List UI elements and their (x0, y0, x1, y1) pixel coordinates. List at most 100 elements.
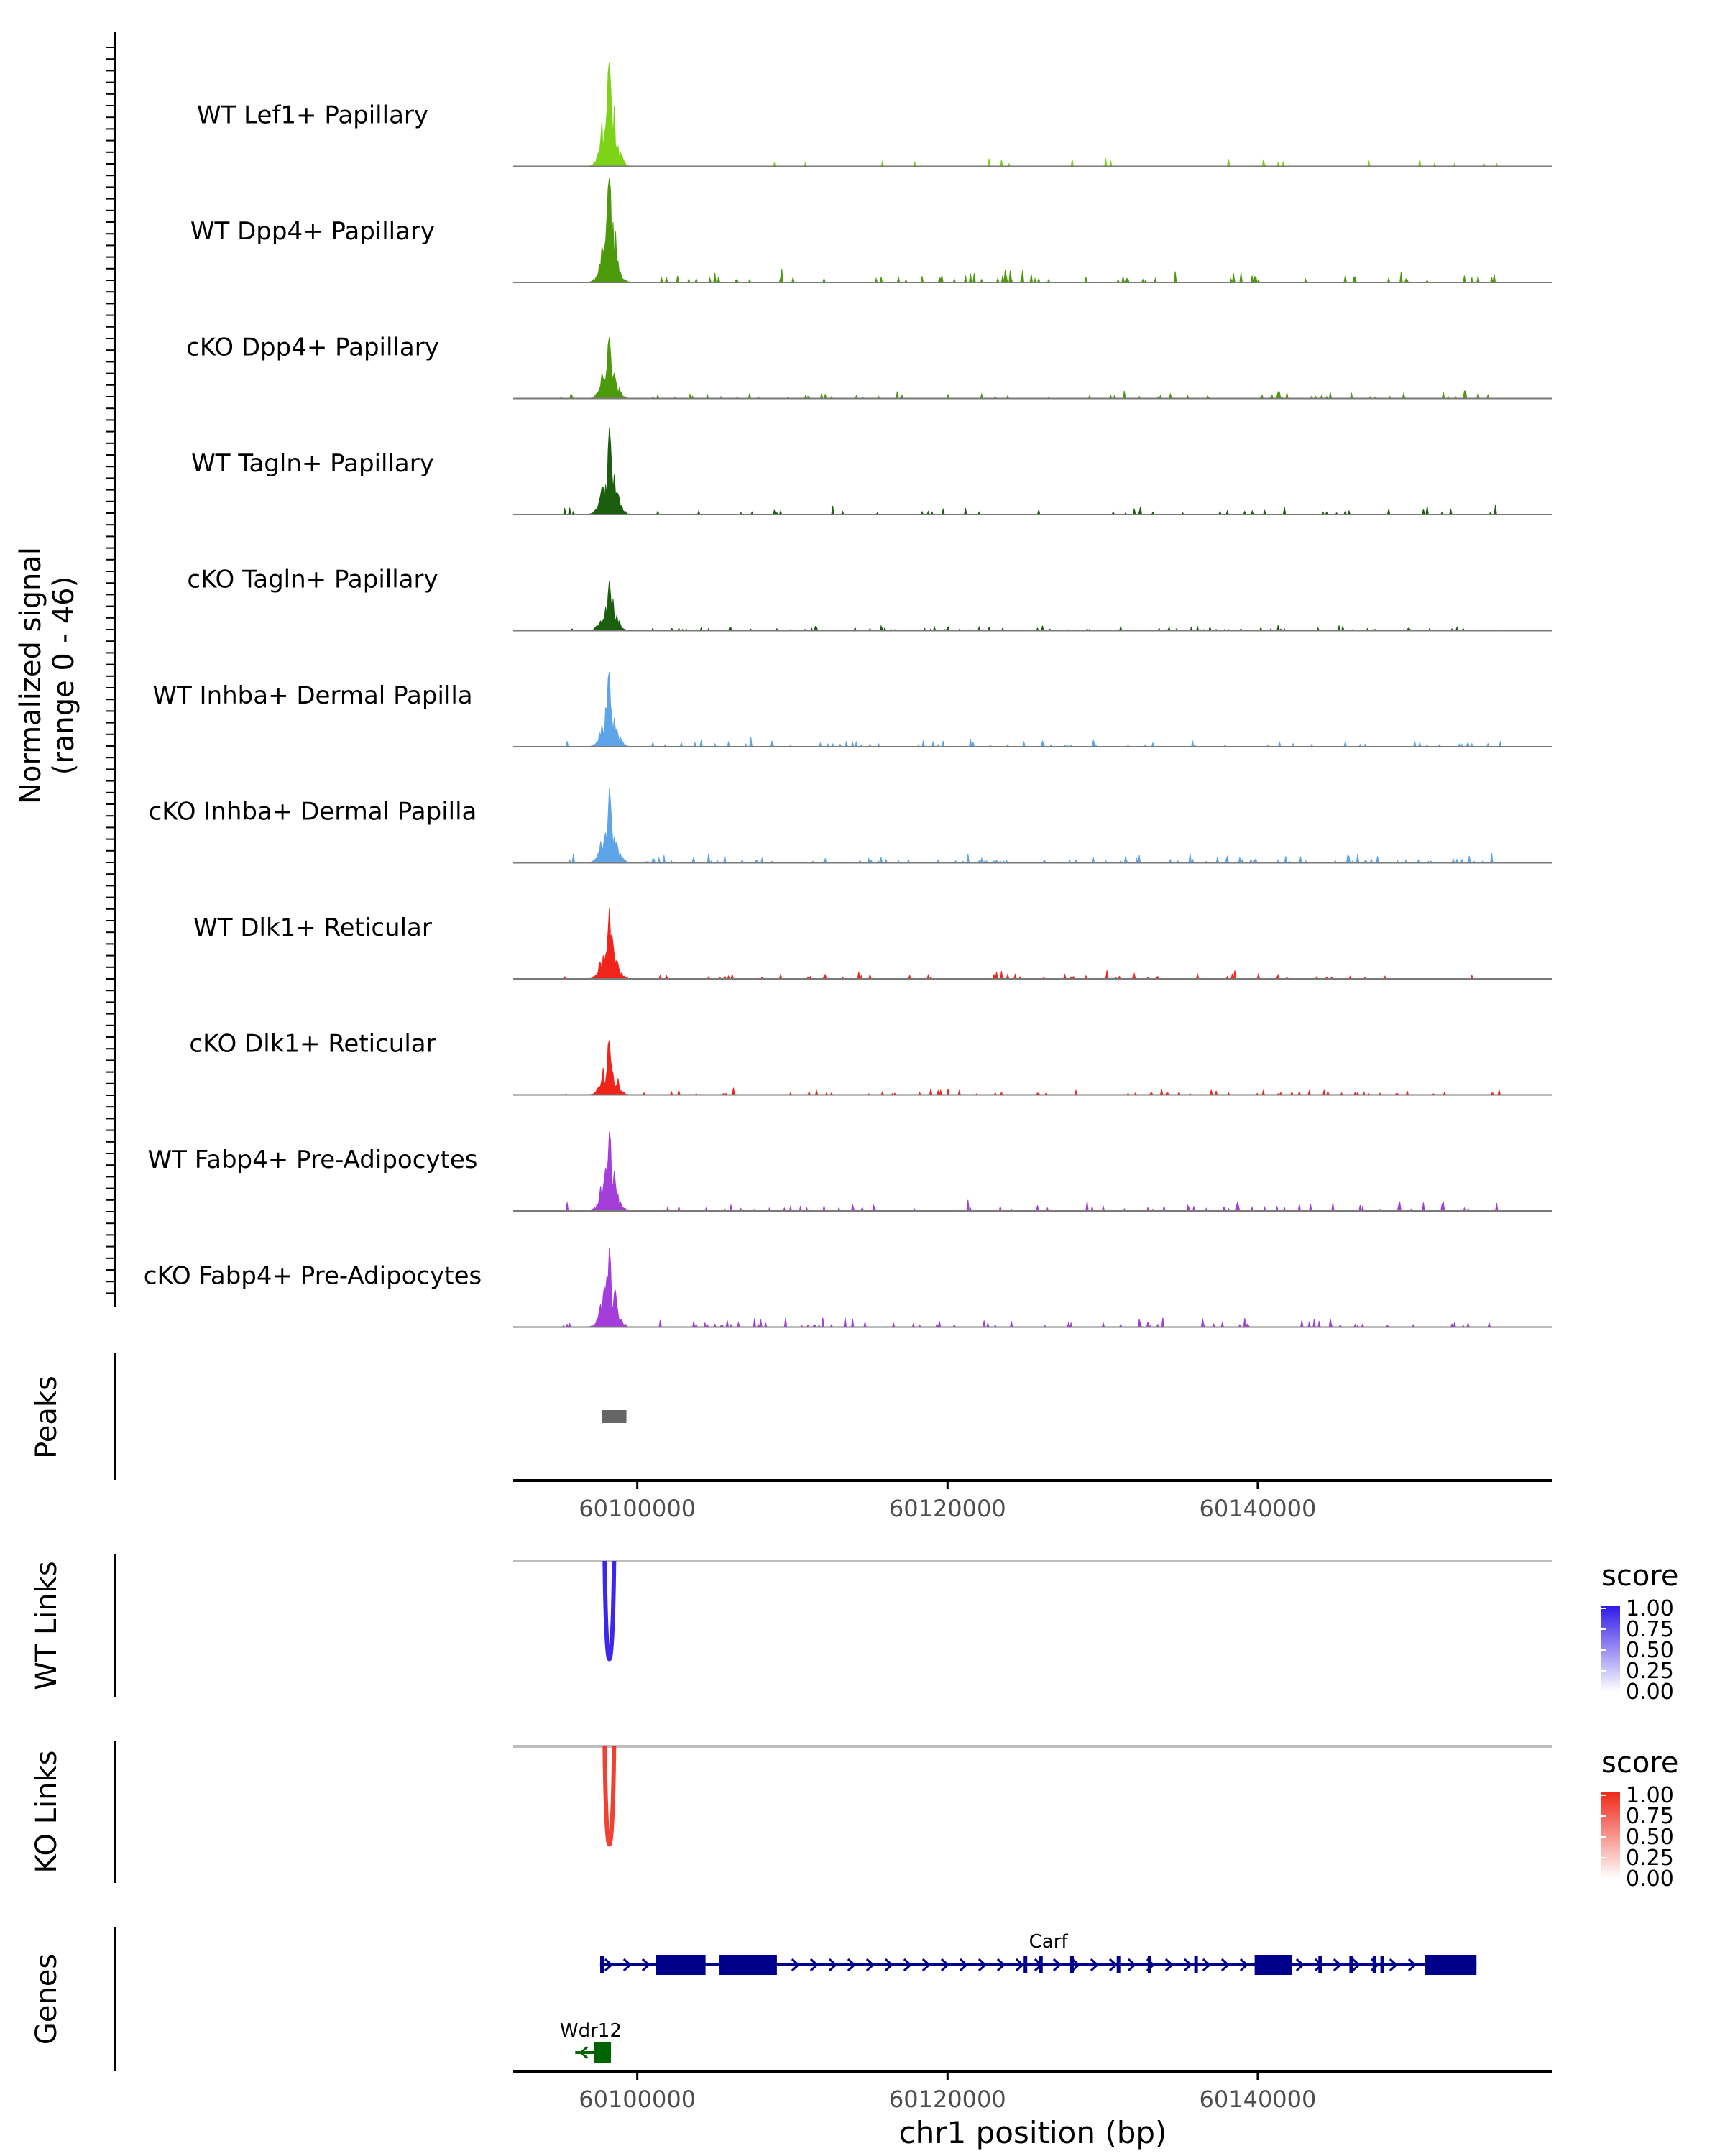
gene-exon (1254, 1955, 1292, 1975)
coverage-track: WT Fabp4+ Pre-Adipocytes (148, 1131, 1552, 1212)
gene-name-label: Carf (1029, 1931, 1069, 1953)
x-tick-label: 60120000 (889, 2086, 1006, 2113)
track-label: cKO Dlk1+ Reticular (189, 1030, 436, 1059)
coverage-y-label-line2: (range 0 - 46) (47, 576, 80, 775)
strand-arrow (1183, 1958, 1193, 1972)
legend-colorbar (1601, 1606, 1620, 1692)
ko-legend-colorbar: 1.000.750.500.250.00 (1601, 1783, 1674, 1892)
coverage-area (553, 671, 1501, 748)
strand-arrow (1351, 1958, 1361, 1972)
strand-arrow (884, 1958, 894, 1972)
coverage-panel: Normalized signal (range 0 - 46) WT Lef1… (14, 32, 1552, 1329)
legend-tick-label: 0.50 (1626, 1638, 1674, 1663)
strand-arrow (903, 1958, 913, 1972)
coverage-area (553, 1040, 1501, 1097)
strand-arrow (828, 1958, 838, 1972)
strand-arrow (1146, 1958, 1156, 1972)
strand-arrow (641, 1958, 651, 1972)
wt-legend-title: score (1601, 1560, 1678, 1593)
track-label: WT Tagln+ Papillary (191, 449, 434, 478)
gene-exon (656, 1955, 706, 1975)
coverage-area (553, 428, 1501, 516)
gene-small-exon (1147, 1956, 1151, 1973)
legend-tick-label: 0.00 (1626, 1866, 1674, 1892)
gene-exon (594, 2042, 611, 2063)
strand-arrow (865, 1958, 875, 1972)
x-tick-label: 60140000 (1200, 2086, 1317, 2113)
strand-arrow (1202, 1958, 1212, 1972)
link-arc (602, 1560, 617, 1662)
ko-links-y-label: KO Links (30, 1751, 63, 1874)
strand-arrow (1071, 1958, 1081, 1972)
wt-links-legend: score 1.000.750.500.250.00 (1601, 1560, 1678, 1705)
coverage-track: cKO Dlk1+ Reticular (189, 1030, 1552, 1097)
coverage-area (553, 337, 1501, 400)
strand-arrow (978, 1958, 988, 1972)
x-tick-label: 60100000 (579, 2086, 696, 2113)
legend-tick-label: 0.75 (1626, 1804, 1674, 1829)
link-arc (602, 1746, 617, 1847)
gene-small-exon (1380, 1956, 1384, 1973)
strand-arrow (996, 1958, 1006, 1972)
gene-model: Wdr12 (560, 2020, 622, 2063)
strand-arrow (1333, 1958, 1343, 1972)
legend-tick-label: 0.25 (1626, 1846, 1674, 1871)
track-label: cKO Inhba+ Dermal Papilla (149, 798, 477, 826)
ko-links-legend: score 1.000.750.500.250.00 (1601, 1746, 1678, 1892)
peaks-panel: Peaks 60100000 60120000 60140000 (30, 1353, 1552, 1522)
strand-arrow (1090, 1958, 1100, 1972)
peaks-x-axis: 60100000 60120000 60140000 (579, 1480, 1316, 1522)
gene-small-exon (600, 1956, 604, 1973)
coverage-track: WT Tagln+ Papillary (191, 428, 1552, 516)
wt-links-y-label: WT Links (30, 1561, 63, 1690)
strand-arrow (1314, 1958, 1324, 1972)
coverage-track: cKO Fabp4+ Pre-Adipocytes (144, 1248, 1552, 1329)
gene-exon (1425, 1955, 1477, 1975)
ko-links-arcs (602, 1746, 617, 1847)
coverage-y-label-line1: Normalized signal (14, 547, 47, 804)
wt-legend-colorbar: 1.000.750.500.250.00 (1601, 1596, 1674, 1705)
strand-arrow (1389, 1958, 1399, 1972)
legend-colorbar (1601, 1792, 1620, 1879)
coverage-track: WT Lef1+ Papillary (197, 62, 1552, 167)
strand-arrow (1052, 1958, 1062, 1972)
coverage-area (553, 1248, 1501, 1329)
coverage-track: cKO Inhba+ Dermal Papilla (149, 788, 1552, 865)
legend-tick-label: 1.00 (1626, 1783, 1674, 1808)
coverage-track: cKO Dpp4+ Papillary (186, 333, 1552, 400)
peak-region (602, 1410, 627, 1423)
coverage-area (553, 178, 1501, 284)
strand-arrow (622, 1958, 632, 1972)
coverage-area (553, 908, 1501, 980)
ko-legend-title: score (1601, 1746, 1678, 1779)
gene-model: Carf (599, 1931, 1477, 1975)
legend-tick-label: 0.75 (1626, 1617, 1674, 1642)
strand-arrow (1370, 1958, 1380, 1972)
coverage-track: WT Inhba+ Dermal Papilla (152, 671, 1552, 748)
strand-arrow (1295, 1958, 1305, 1972)
coverage-area (553, 1131, 1501, 1212)
coverage-area (553, 62, 1501, 167)
coverage-area (553, 581, 1501, 632)
legend-tick-label: 0.25 (1626, 1659, 1674, 1684)
gene-small-exon (1194, 1956, 1198, 1973)
strand-arrow (791, 1958, 801, 1972)
gene-small-exon (1116, 1956, 1121, 1973)
strand-arrow (1127, 1958, 1137, 1972)
strand-arrow (921, 1958, 932, 1972)
track-label: WT Dpp4+ Papillary (190, 217, 435, 246)
strand-arrow (1220, 1958, 1230, 1972)
x-tick-label: 60140000 (1200, 1495, 1317, 1522)
strand-arrow (959, 1958, 969, 1972)
peaks-y-label: Peaks (30, 1376, 63, 1459)
strand-arrow (604, 1958, 614, 1972)
ko-links-panel: KO Links score 1.000.750.500.250.00 (30, 1741, 1678, 1892)
genes-y-label: Genes (30, 1954, 63, 2045)
track-label: WT Fabp4+ Pre-Adipocytes (148, 1146, 478, 1174)
strand-arrow (1034, 1958, 1044, 1972)
coverage-area (553, 788, 1501, 865)
gene-small-exon (1024, 1956, 1028, 1973)
track-label: cKO Fabp4+ Pre-Adipocytes (144, 1262, 482, 1291)
legend-tick-label: 0.00 (1626, 1680, 1674, 1705)
